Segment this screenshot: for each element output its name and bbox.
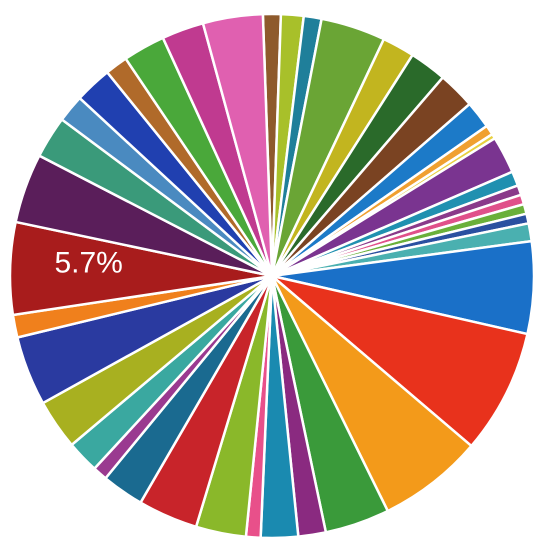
pie-slice xyxy=(201,12,274,277)
pie-slice xyxy=(271,274,529,448)
slice-label: 5.7% xyxy=(54,247,122,280)
